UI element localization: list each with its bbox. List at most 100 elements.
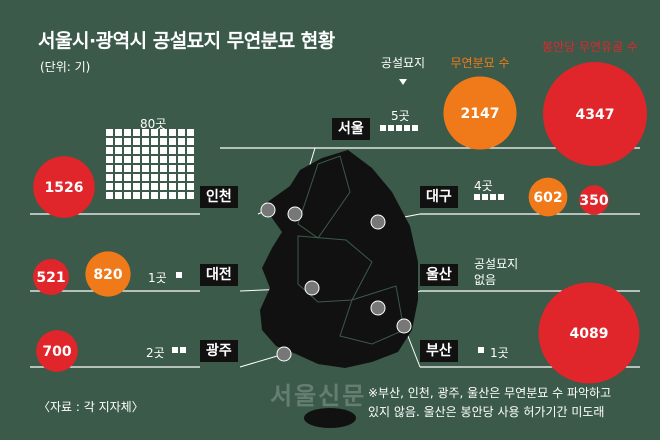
cemetery-square <box>133 156 140 163</box>
cemetery-square <box>142 165 149 172</box>
cemetery-square <box>187 183 194 190</box>
cemetery-square <box>178 192 185 199</box>
footnote-line1: ※부산, 인천, 광주, 울산은 무연분묘 수 파악하고 <box>368 386 612 400</box>
gwangju-count-label: 2곳 <box>146 346 165 360</box>
cemetery-square <box>178 129 185 136</box>
cemetery-square <box>106 174 113 181</box>
cemetery-square <box>160 138 167 145</box>
cemetery-square <box>115 138 122 145</box>
bubble-gwangju-enshrined-label: 700 <box>42 344 71 360</box>
korea-map <box>260 150 418 368</box>
city-marker-incheon <box>260 202 276 218</box>
daegu-cemetery-square <box>482 194 488 200</box>
cemetery-square <box>124 183 131 190</box>
legend-public-cemetery: 공설묘지 <box>380 56 426 70</box>
cemetery-square <box>151 138 158 145</box>
cemetery-square <box>133 183 140 190</box>
daejeon-cemetery-square <box>176 272 182 278</box>
bubble-daegu-enshrined-label: 350 <box>579 193 608 209</box>
cemetery-square <box>187 147 194 154</box>
bubble-incheon-enshrined-label: 1526 <box>45 180 84 196</box>
gwangju-cemetery-square <box>172 347 178 353</box>
unit-label: (단위: 기) <box>40 60 91 74</box>
cemetery-square <box>124 129 131 136</box>
bubble-daegu-enshrined <box>579 185 609 215</box>
cemetery-square <box>151 129 158 136</box>
city-marker-gwangju <box>276 346 292 362</box>
city-label-incheon: 인천 <box>200 186 238 208</box>
daegu-cemetery-square <box>498 194 504 200</box>
cemetery-square <box>106 183 113 190</box>
daegu-cemetery-square <box>474 194 480 200</box>
cemetery-square <box>115 192 122 199</box>
legend-enshrined-remains: 봉안당 무연유골 수 <box>542 40 638 54</box>
province-border <box>339 285 405 345</box>
cemetery-square <box>187 165 194 172</box>
cemetery-square <box>151 192 158 199</box>
cemetery-square <box>124 138 131 145</box>
cemetery-square <box>115 174 122 181</box>
cemetery-square <box>160 147 167 154</box>
seoul-grid-count-label: 80곳 <box>140 117 167 131</box>
cemetery-square <box>160 174 167 181</box>
seoul-count-label: 5곳 <box>391 109 410 123</box>
cemetery-square <box>133 147 140 154</box>
gwangju-cemetery-square <box>180 347 186 353</box>
city-label-busan: 부산 <box>420 340 458 362</box>
cemetery-square <box>151 183 158 190</box>
cemetery-square <box>142 174 149 181</box>
cemetery-square <box>106 147 113 154</box>
cemetery-square <box>115 147 122 154</box>
cemetery-square <box>142 147 149 154</box>
ulsan-none-label: 공설묘지 없음 <box>474 256 518 288</box>
bubble-busan-enshrined-label: 4089 <box>570 326 609 342</box>
bubble-daejeon-unclaimed-label: 820 <box>93 267 122 283</box>
footnote-line2: 있지 않음. 울산은 봉안당 사용 허가기간 미도래 <box>368 405 605 419</box>
cemetery-square <box>142 192 149 199</box>
cemetery-square <box>178 165 185 172</box>
cemetery-square <box>106 138 113 145</box>
cemetery-square <box>115 156 122 163</box>
cemetery-square <box>160 129 167 136</box>
ulsan-none-line1: 공설묘지 <box>474 257 519 271</box>
cemetery-square <box>151 147 158 154</box>
cemetery-square <box>169 147 176 154</box>
cemetery-square <box>169 183 176 190</box>
legend-unclaimed-graves: 무연분묘 수 <box>450 56 510 70</box>
bubble-busan-enshrined <box>538 282 640 384</box>
footnote: ※부산, 인천, 광주, 울산은 무연분묘 수 파악하고 있지 않음. 울산은 … <box>368 384 611 422</box>
cemetery-square <box>124 192 131 199</box>
cemetery-square <box>187 138 194 145</box>
source-note: 〈자료 : 각 지자체〉 <box>38 400 144 414</box>
cemetery-square <box>106 156 113 163</box>
busan-cemetery-square <box>478 347 484 353</box>
cemetery-square <box>151 174 158 181</box>
daegu-cemetery-square <box>490 194 496 200</box>
cemetery-square <box>187 156 194 163</box>
cemetery-square <box>178 183 185 190</box>
cemetery-square <box>124 156 131 163</box>
province-border <box>297 155 351 239</box>
cemetery-square <box>160 165 167 172</box>
daegu-count-label: 4곳 <box>474 179 493 193</box>
bubble-seoul-enshrined-label: 4347 <box>576 107 615 123</box>
city-label-gwangju: 광주 <box>200 340 238 362</box>
cemetery-square <box>187 192 194 199</box>
cemetery-square <box>124 165 131 172</box>
seoul-cemetery-square <box>404 125 410 131</box>
cemetery-square <box>169 138 176 145</box>
bubble-daejeon-unclaimed <box>85 251 131 297</box>
cemetery-square <box>169 129 176 136</box>
cemetery-square <box>124 174 131 181</box>
cemetery-square <box>169 156 176 163</box>
city-label-ulsan: 울산 <box>420 264 458 286</box>
bubble-daejeon-enshrined-label: 521 <box>36 270 65 286</box>
bubble-seoul-unclaimed-label: 2147 <box>461 106 500 122</box>
cemetery-square <box>142 183 149 190</box>
bubble-seoul-unclaimed <box>443 76 517 150</box>
leader-line-gwangju <box>239 353 285 368</box>
cemetery-square <box>160 192 167 199</box>
cemetery-square <box>160 183 167 190</box>
cemetery-square <box>115 129 122 136</box>
bubble-daegu-unclaimed <box>528 177 568 217</box>
